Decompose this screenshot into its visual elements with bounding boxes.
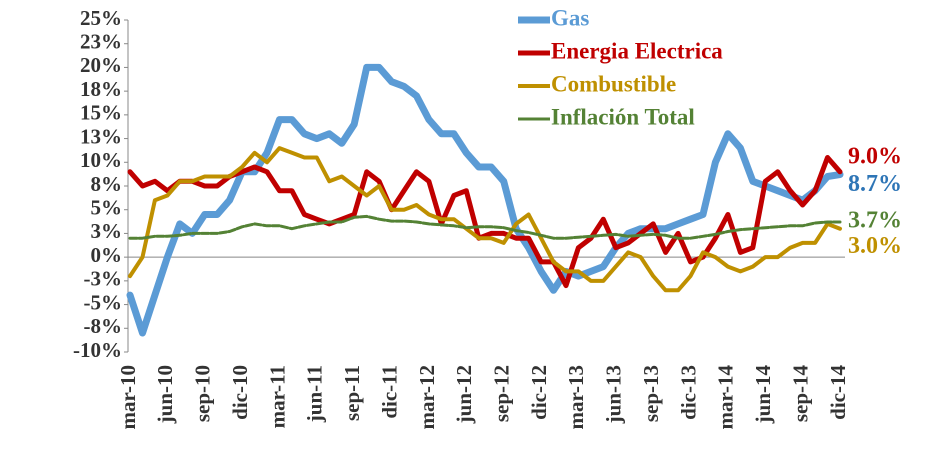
series-line [127,155,843,289]
x-tick-label: dic-12 [527,365,551,420]
legend-label: Energia Electrica [551,38,723,63]
y-tick-label: 23% [80,30,122,54]
y-tick-label: 8% [91,172,123,196]
x-tick-label: mar-12 [415,365,439,430]
x-tick-label: jun-10 [153,365,177,424]
y-tick-label: 3% [91,219,123,243]
x-tick-label: mar-11 [265,365,289,428]
y-tick-label: 15% [80,101,122,125]
y-tick-label: 20% [80,53,122,77]
x-tick-label: dic-10 [228,365,252,420]
x-tick-label: dic-13 [676,365,700,420]
data-label: 9.0% [848,143,902,169]
legend-label: Inflación Total [551,104,695,129]
y-tick-label: 25% [80,6,122,30]
legend-label: Combustible [551,71,676,96]
x-tick-label: jun-11 [303,365,327,423]
y-tick-label: 0% [91,243,123,267]
data-label: 3.0% [848,233,902,259]
y-tick-label: 5% [91,196,123,220]
x-tick-label: sep-12 [489,365,513,422]
y-tick-label: -5% [84,290,123,314]
x-tick-label: dic-14 [826,365,850,420]
x-tick-label: jun-13 [602,365,626,424]
y-tick-label: -8% [84,314,123,338]
y-tick-label: -3% [84,267,123,291]
x-tick-label: sep-10 [191,365,215,422]
x-tick-label: jun-14 [751,365,775,425]
x-tick-label: mar-13 [564,365,588,430]
data-label: 3.7% [848,208,902,234]
x-tick-label: dic-11 [377,365,401,419]
x-tick-label: sep-14 [788,365,812,423]
legend-label: Gas [551,5,589,30]
series-line [128,146,842,293]
data-label: 8.7% [848,171,902,197]
y-tick-label: 18% [80,77,122,101]
x-tick-label: sep-13 [639,365,663,422]
x-tick-label: jun-12 [452,365,476,424]
x-tick-label: mar-10 [116,365,140,430]
x-tick-label: sep-11 [340,365,364,421]
y-tick-label: -10% [73,338,122,362]
series-line [128,214,842,240]
x-tick-label: mar-14 [714,365,738,430]
y-tick-label: 13% [80,124,122,148]
y-tick-label: 10% [80,148,122,172]
series-line [126,63,844,337]
